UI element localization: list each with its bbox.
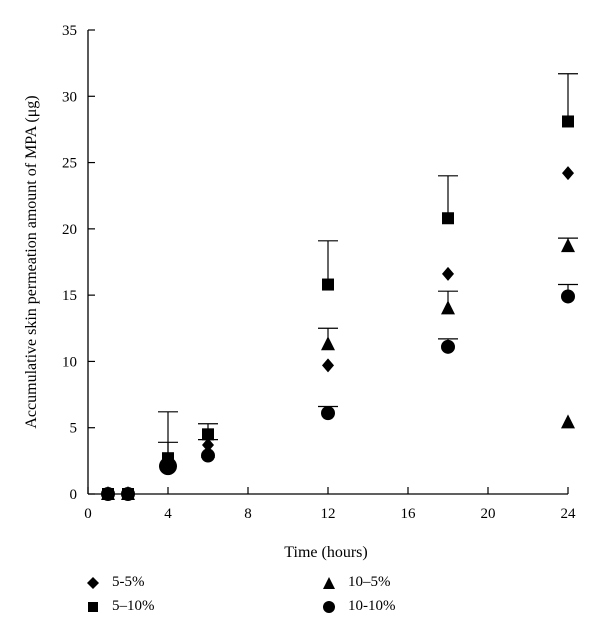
data-point-diamond <box>562 166 574 181</box>
x-tick-label: 12 <box>321 506 336 522</box>
error-bars <box>158 73 578 467</box>
x-tick-label: 0 <box>84 506 92 522</box>
x-tick-label: 8 <box>244 506 252 522</box>
data-point-circle <box>201 448 215 463</box>
x-tick-label: 16 <box>401 506 417 522</box>
y-tick-label: 5 <box>70 421 78 437</box>
x-axis-label: Time (hours) <box>284 544 367 561</box>
data-point-diamond <box>322 358 334 373</box>
data-point-square <box>322 278 334 291</box>
data-point-circle <box>101 487 115 501</box>
data-point-circle <box>441 339 455 354</box>
data-markers <box>101 115 575 501</box>
data-point-circle <box>121 487 135 501</box>
data-point-circle <box>321 406 335 421</box>
x-tick-label: 20 <box>481 506 496 522</box>
y-tick-label: 0 <box>70 487 78 503</box>
y-tick-label: 10 <box>62 354 77 370</box>
data-point-triangle <box>561 238 575 253</box>
y-tick-label: 35 <box>62 23 77 39</box>
x-tick-label: 24 <box>561 506 577 522</box>
y-tick-label: 30 <box>62 89 77 105</box>
data-point-triangle <box>561 414 575 429</box>
data-point-square <box>202 428 214 441</box>
data-point-triangle <box>441 300 455 315</box>
data-point-diamond <box>442 266 454 281</box>
data-point-square <box>442 212 454 225</box>
axes: 0 4 8 12 16 20 24 0 5 10 15 20 25 30 35 <box>62 23 576 522</box>
y-tick-label: 15 <box>62 288 77 304</box>
y-tick-label: 20 <box>62 222 77 238</box>
y-axis-label: Accumulative skin permeation amount of M… <box>23 95 40 428</box>
x-tick-label: 4 <box>164 506 172 522</box>
data-point-circle <box>159 457 177 476</box>
data-point-square <box>562 115 574 128</box>
y-tick-label: 25 <box>62 156 77 172</box>
data-point-circle <box>561 289 575 304</box>
data-point-triangle <box>321 336 335 351</box>
